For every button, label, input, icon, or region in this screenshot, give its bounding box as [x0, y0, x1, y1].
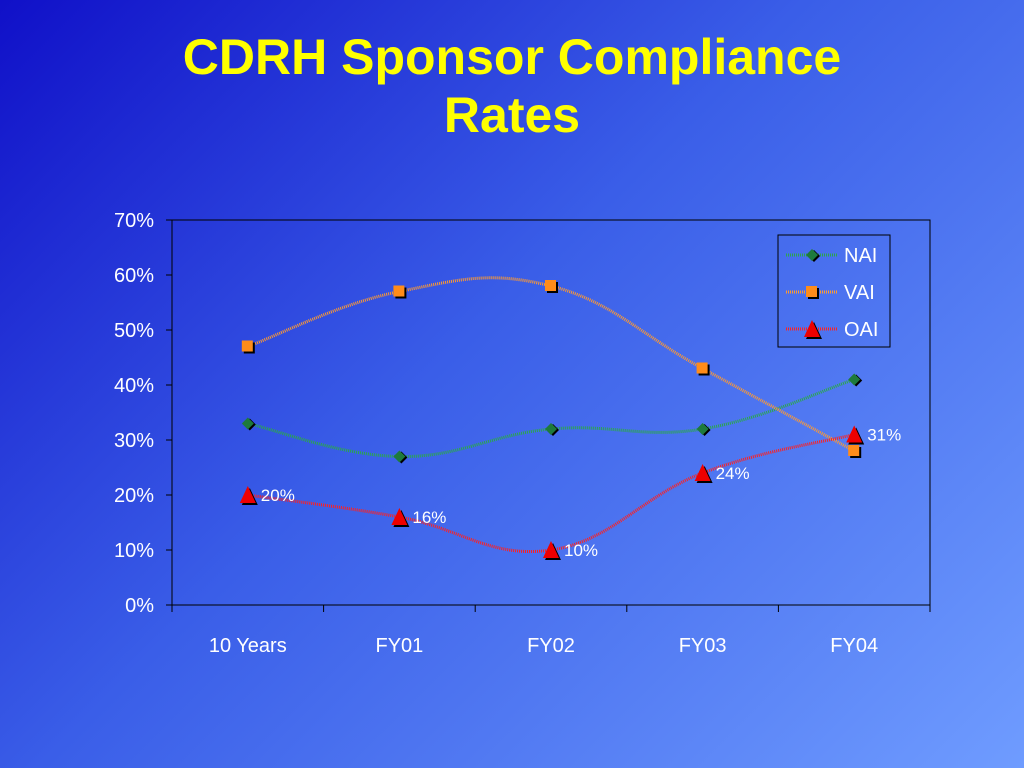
- data-point-vai: [241, 340, 253, 352]
- legend-label: NAI: [844, 245, 877, 267]
- series-nai: [241, 373, 863, 464]
- data-point-vai: [696, 362, 708, 374]
- x-tick-label: FY02: [527, 635, 575, 657]
- y-tick-label: 50%: [114, 320, 154, 342]
- data-point-vai: [848, 445, 860, 456]
- legend-marker: [806, 286, 817, 297]
- data-point-oai: [543, 541, 559, 558]
- y-tick-label: 60%: [114, 265, 154, 287]
- series-vai: [241, 276, 862, 458]
- data-point-nai: [393, 450, 406, 463]
- series-layer: 20% 16% 10% 24% 31%: [239, 276, 901, 560]
- data-point-vai: [393, 285, 405, 297]
- data-point-oai: [694, 464, 711, 481]
- plot-area: [171, 219, 931, 606]
- data-label-oai: 10%: [564, 541, 598, 560]
- legend: NAI VAI OAI: [777, 234, 891, 348]
- x-tick-label: 10 Years: [209, 635, 287, 657]
- data-point-nai: [241, 417, 254, 430]
- x-tick-label: FY03: [679, 635, 727, 657]
- x-tick-label: FY04: [830, 635, 878, 657]
- series-line-nai: [247, 378, 855, 459]
- y-tick-label: 10%: [114, 540, 154, 562]
- x-tick-label: FY01: [375, 635, 423, 657]
- data-point-oai: [846, 425, 863, 443]
- data-point-oai: [391, 508, 408, 525]
- legend-box: [777, 234, 891, 348]
- y-tick-label: 20%: [114, 485, 154, 507]
- data-point-nai: [696, 423, 709, 435]
- title-line-2: Rates: [443, 87, 581, 143]
- series-line-oai: [247, 433, 855, 553]
- legend-label: VAI: [844, 282, 875, 304]
- y-tick-label: 40%: [114, 375, 154, 397]
- title-line-1: CDRH Sponsor Compliance: [182, 29, 842, 85]
- legend-marker: [806, 249, 818, 261]
- legend-item-oai: OAI: [786, 319, 878, 341]
- data-label-oai: 24%: [716, 464, 750, 483]
- series-line-vai: [247, 276, 855, 453]
- y-tick-label: 0%: [125, 595, 154, 617]
- axes: 0% 10% 20% 30% 40% 50% 60% 70% 10 Years FY01 FY02 F…: [114, 210, 931, 657]
- data-label-oai: 31%: [867, 426, 901, 445]
- series-oai: 20% 16% 10% 24% 31%: [239, 425, 901, 560]
- legend-marker: [804, 320, 820, 337]
- data-point-oai: [239, 486, 256, 503]
- data-point-nai: [545, 423, 557, 435]
- legend-item-nai: NAI: [786, 245, 877, 267]
- data-point-nai: [848, 373, 861, 386]
- legend-label: OAI: [844, 319, 878, 341]
- data-point-vai: [545, 280, 556, 291]
- data-label-oai: 20%: [261, 486, 295, 505]
- legend-item-vai: VAI: [786, 282, 875, 304]
- y-tick-label: 70%: [114, 210, 154, 232]
- y-tick-label: 30%: [114, 430, 154, 452]
- data-label-oai: 16%: [412, 508, 446, 527]
- slide-title: CDRH Sponsor Compliance Rates: [0, 28, 1024, 144]
